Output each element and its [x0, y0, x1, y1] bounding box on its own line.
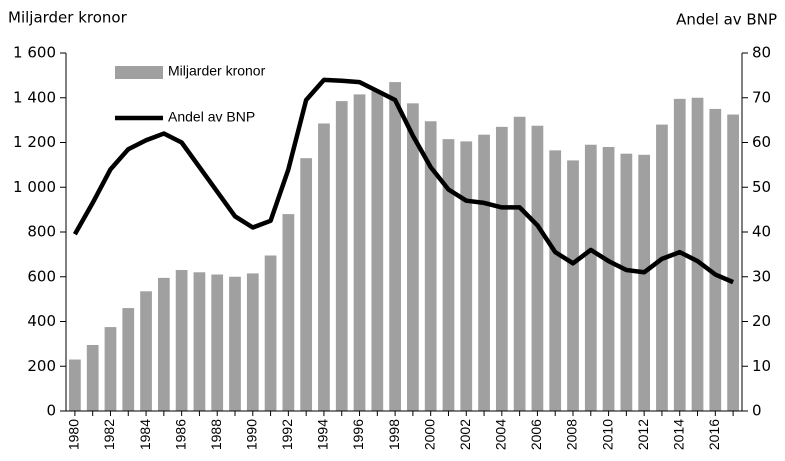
x-tick-label: 2016 [706, 419, 722, 450]
x-tick-label: 1994 [315, 419, 331, 450]
y-tick-label: 1 200 [13, 133, 56, 151]
x-tick-label: 1998 [386, 419, 402, 450]
y-tick-label: 0 [46, 402, 56, 420]
bar [424, 121, 437, 412]
bar [460, 141, 473, 411]
x-tick-label: 2002 [457, 419, 473, 450]
line [72, 77, 734, 285]
x-tick-label: 1980 [66, 419, 82, 450]
bar [478, 134, 490, 411]
bar [86, 344, 99, 411]
x-tick-label: 1982 [101, 419, 117, 450]
y-tick-label: 1 000 [13, 178, 56, 196]
bar [549, 150, 562, 412]
bar [175, 270, 188, 411]
bar [673, 98, 686, 412]
x-tick-label: 1996 [350, 419, 366, 450]
y-axis-label: Miljarder kronor [8, 9, 128, 27]
y2-tick-label: 0 [752, 402, 762, 420]
bar [140, 291, 152, 411]
x-tick-label: 2010 [599, 419, 615, 450]
legend-swatch [115, 66, 163, 79]
y2-tick-label: 30 [752, 267, 771, 285]
bar [567, 160, 579, 411]
bar [513, 116, 526, 412]
bar [246, 273, 259, 411]
bar [229, 276, 241, 411]
bar [656, 124, 668, 411]
x-tick-label: 1984 [137, 419, 153, 450]
y2-tick-label: 40 [752, 223, 771, 241]
x-tick-label: 1992 [279, 419, 295, 450]
x-tick-label: 1990 [243, 419, 259, 450]
y2-tick-label: 70 [752, 88, 771, 106]
y-tick-label: 1 600 [13, 44, 56, 62]
x-tick-label: 2014 [670, 419, 686, 450]
y2-tick-label: 60 [752, 133, 771, 151]
bar [122, 308, 135, 411]
y2-tick-label: 80 [752, 44, 771, 62]
bar [300, 158, 313, 411]
y-tick-label: 800 [27, 223, 56, 241]
bar [193, 272, 206, 411]
bar [495, 126, 508, 412]
x-tick-label: 1986 [172, 419, 188, 450]
bar [602, 146, 615, 411]
bar [584, 144, 597, 412]
bar [157, 277, 170, 411]
bar [282, 214, 295, 411]
y-tick-label: 600 [27, 267, 56, 285]
bar [335, 101, 348, 411]
legend-label: Miljarder kronor [168, 63, 266, 79]
bar [727, 114, 739, 411]
bar [104, 327, 117, 411]
x-tick-label: 2004 [493, 419, 509, 450]
bar [353, 94, 366, 412]
y-tick-label: 1 400 [13, 88, 56, 106]
bar [709, 108, 722, 411]
y-tick-label: 400 [27, 312, 56, 330]
bar [531, 125, 544, 411]
bar [691, 97, 704, 411]
bar [638, 154, 651, 411]
y-tick-label: 200 [27, 357, 56, 375]
bar [389, 82, 401, 412]
bar [69, 359, 81, 411]
bar [620, 153, 633, 411]
y2-tick-label: 20 [752, 312, 771, 330]
x-tick-label: 2012 [635, 419, 651, 450]
bar [318, 123, 330, 411]
x-tick-label: 1988 [208, 419, 224, 450]
x-tick-label: 2008 [564, 419, 580, 450]
bar [442, 139, 455, 412]
bar [211, 274, 224, 411]
legend-label: Andel av BNP [168, 109, 255, 125]
bar [264, 255, 277, 411]
bar [371, 91, 384, 411]
y2-tick-label: 10 [752, 357, 771, 375]
y2-tick-label: 50 [752, 178, 771, 196]
x-tick-label: 2000 [421, 419, 437, 450]
y2-axis-label: Andel av BNP [676, 11, 777, 29]
x-tick-label: 2006 [528, 419, 544, 450]
bar [407, 103, 419, 411]
